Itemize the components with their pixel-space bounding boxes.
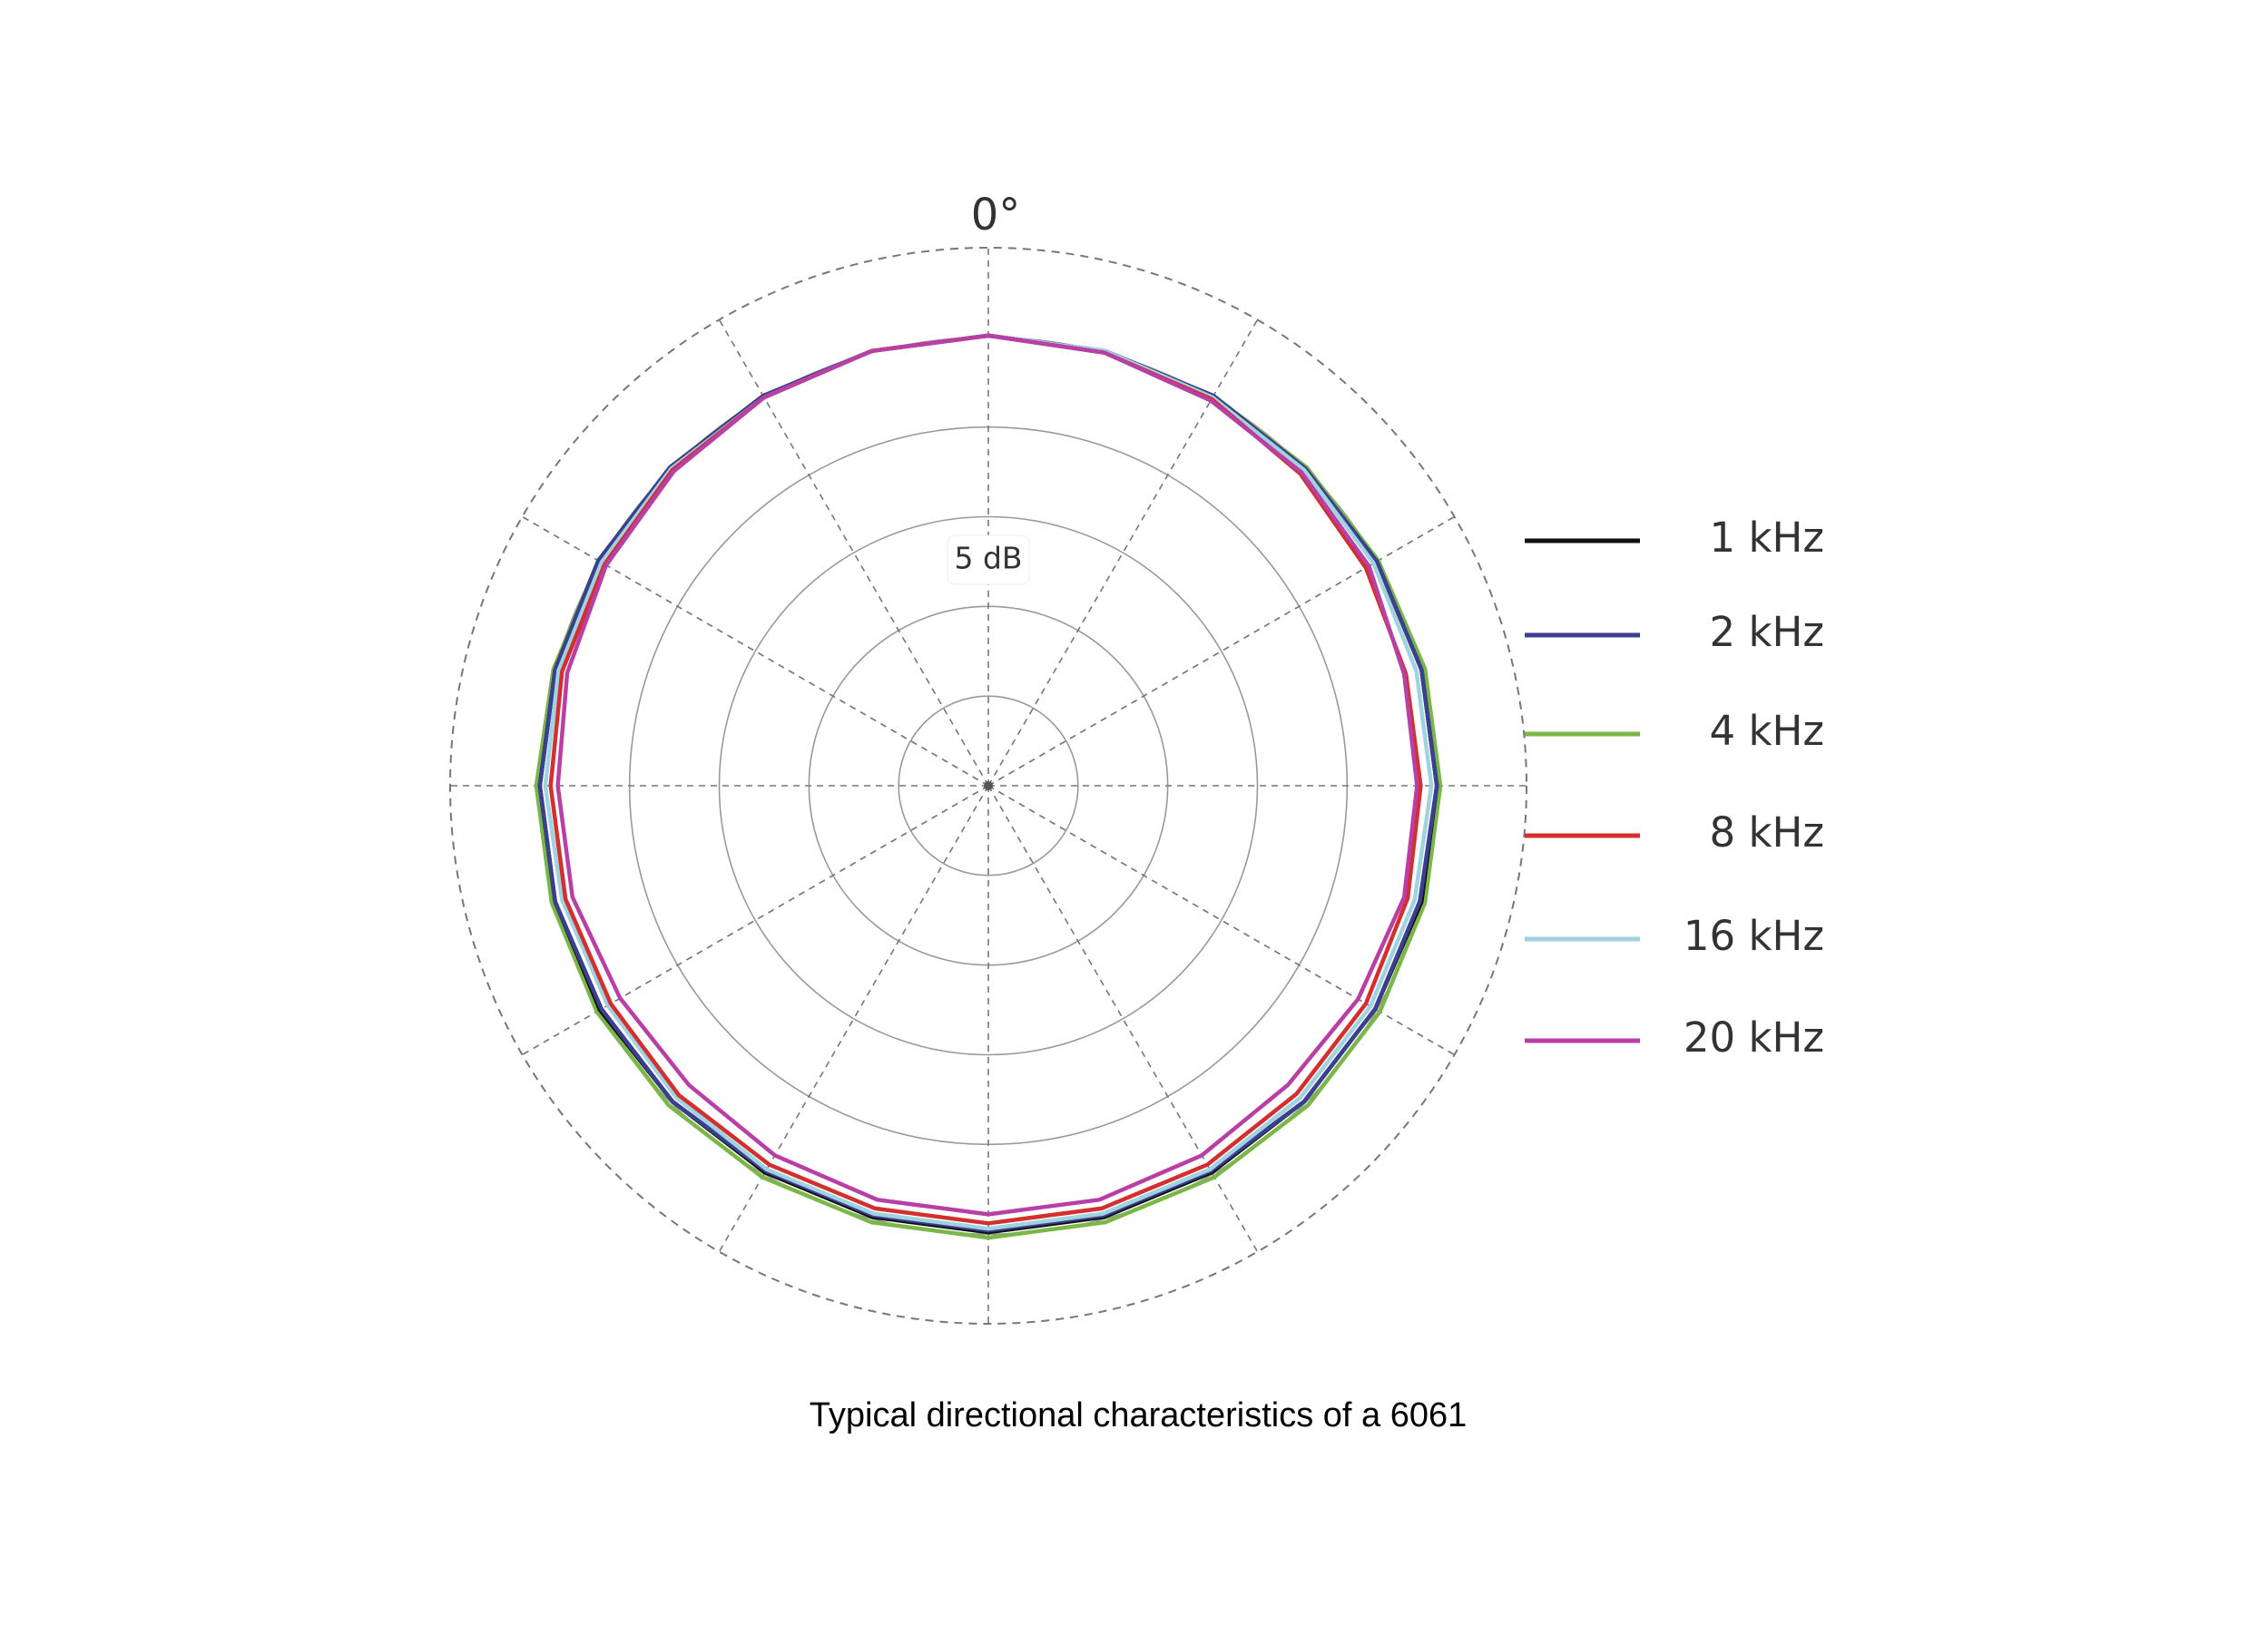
grid-ring	[449, 247, 1527, 1325]
center-dot	[984, 781, 993, 790]
legend-label: 8 kHz	[1710, 808, 1824, 857]
series-line	[555, 333, 1419, 1217]
grid-ring	[898, 695, 1079, 876]
series-line	[543, 333, 1434, 1231]
scale-label-bg	[947, 534, 1030, 585]
grid-ring	[718, 515, 1259, 1056]
legend-label: 20 kHz	[1684, 1013, 1824, 1062]
legend-label: 1 kHz	[1710, 514, 1824, 562]
angle-label: 0°	[971, 190, 1021, 240]
legend-label: 16 kHz	[1684, 912, 1824, 960]
caption: Typical directional characteristics of a…	[810, 1396, 1467, 1434]
scale-label: 5 dB	[954, 541, 1022, 576]
legend-label: 4 kHz	[1710, 707, 1824, 755]
legend-label: 2 kHz	[1710, 608, 1824, 656]
series-line	[548, 333, 1423, 1226]
